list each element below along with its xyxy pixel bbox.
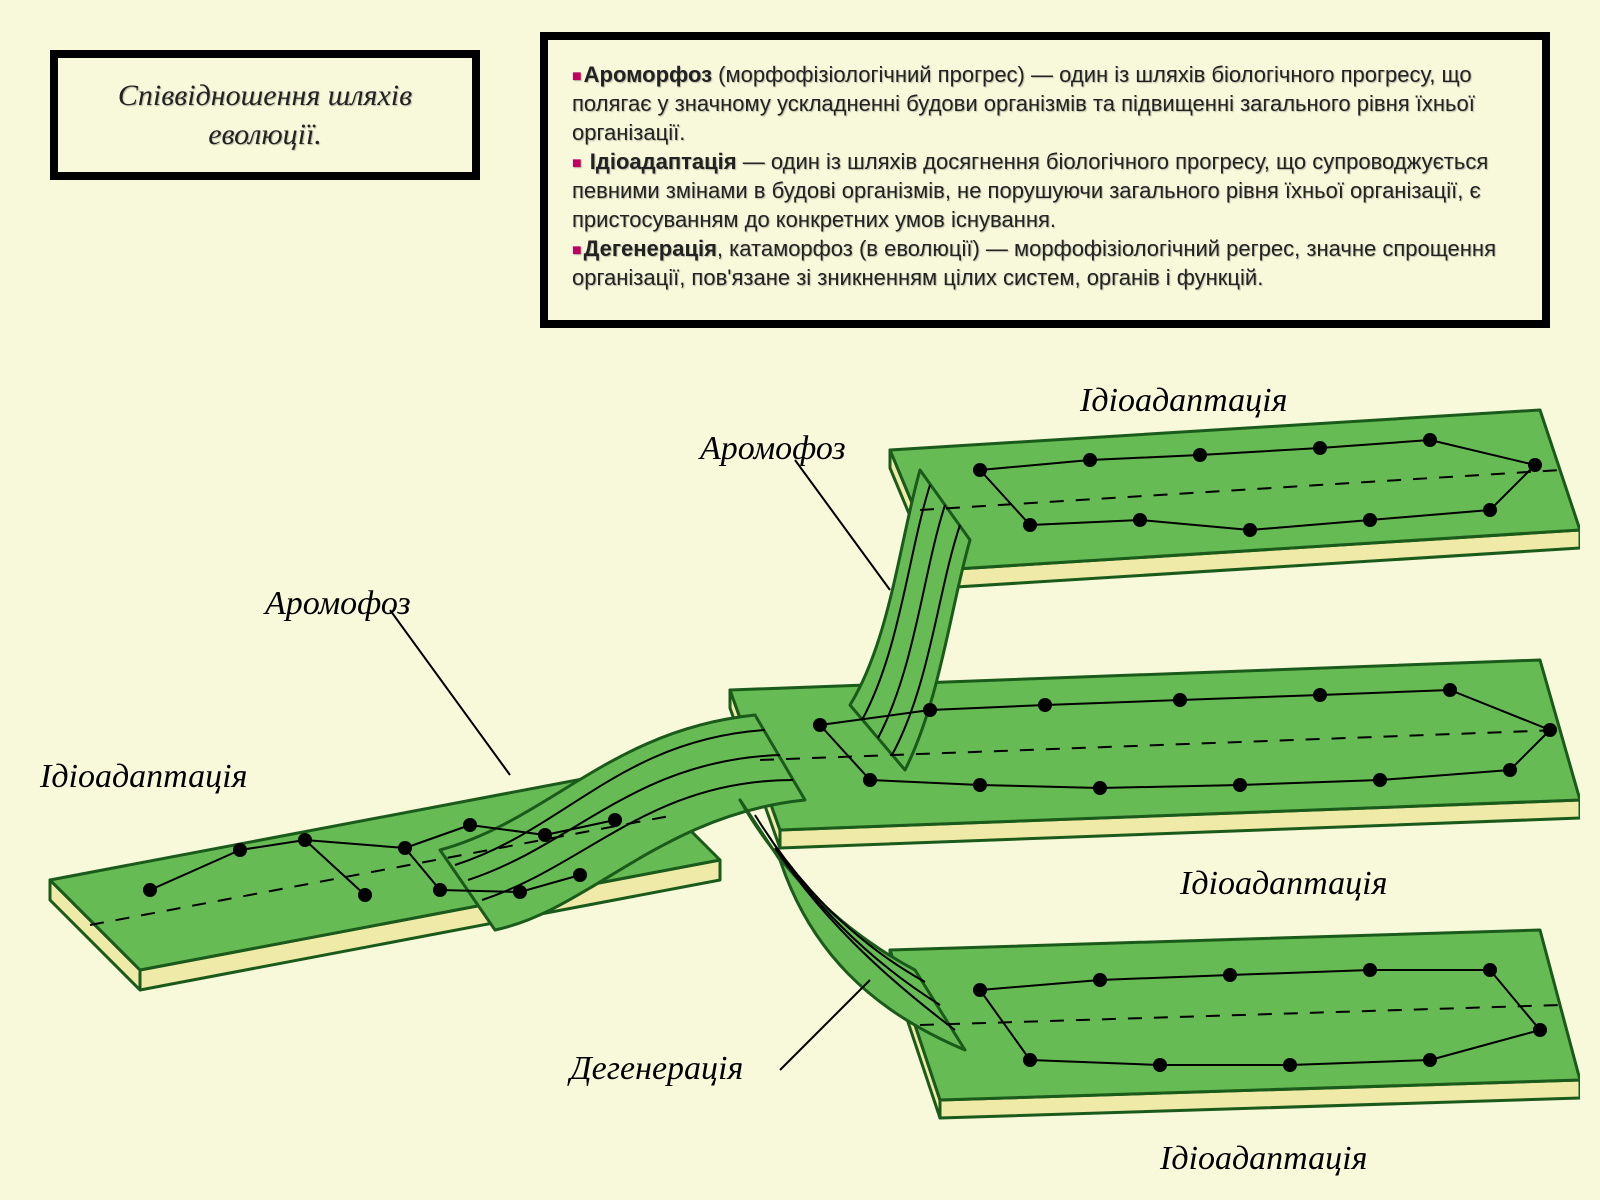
term-1: Ароморфоз xyxy=(584,62,712,87)
bullet-icon: ■ xyxy=(572,155,582,172)
diagram-label: Ідіоадаптація xyxy=(1160,1140,1367,1178)
diagram-label: Ідіоадаптація xyxy=(40,758,247,796)
title-box: Співвідношення шляхів еволюції. xyxy=(50,50,480,180)
bullet-icon: ■ xyxy=(572,242,582,259)
definition-1: ■Ароморфоз (морфофізіологічний прогрес) … xyxy=(572,60,1518,147)
evolution-diagram: Ідіоадаптація Аромофоз Аромофоз Ідіоадаптац… xyxy=(20,370,1580,1190)
definitions-box: ■Ароморфоз (морфофізіологічний прогрес) … xyxy=(540,32,1550,328)
diagram-label: Ідіоадаптація xyxy=(1080,382,1287,420)
diagram-label: Дегенерація xyxy=(570,1050,743,1088)
term-2: Ідіоадаптація xyxy=(590,149,737,174)
title-text: Співвідношення шляхів еволюції. xyxy=(118,79,412,151)
definition-2: ■ Ідіоадаптація — один із шляхів досягне… xyxy=(572,147,1518,234)
diagram-svg xyxy=(20,370,1580,1190)
diagram-label: Аромофоз xyxy=(700,430,846,468)
definition-3: ■Дегенерація, катаморфоз (в еволюції) — … xyxy=(572,234,1518,292)
diagram-label: Ідіоадаптація xyxy=(1180,865,1387,903)
diagram-label: Аромофоз xyxy=(265,585,411,623)
bullet-icon: ■ xyxy=(572,68,582,85)
term-3: Дегенерація xyxy=(584,236,717,261)
